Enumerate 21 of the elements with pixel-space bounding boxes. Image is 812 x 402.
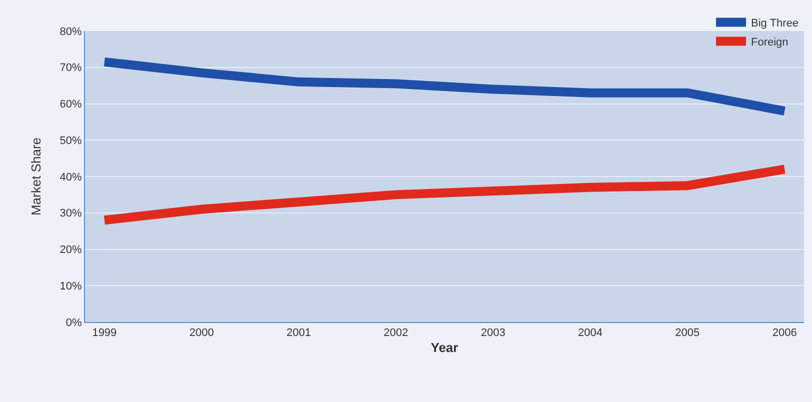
x-tick-label: 2002 [384,327,408,340]
y-tick-label: 80% [60,26,82,38]
y-tick-label: 10% [60,280,82,292]
x-tick-label: 2004 [578,327,602,340]
x-axis-title: Year [430,340,458,355]
legend-label: Foreign [751,36,788,49]
y-tick-label: 50% [60,134,82,147]
y-tick-label: 60% [60,98,82,111]
y-tick-label: 0% [66,316,82,329]
y-axis-title: Market Share [28,137,44,216]
y-tick-label: 70% [60,62,82,74]
x-tick-label: 2005 [675,327,700,340]
y-tick-label: 30% [60,208,82,220]
y-tick-label: 40% [60,171,82,184]
x-tick-label: 2003 [480,327,506,340]
y-tick-label: 20% [60,244,82,256]
x-tick-label: 2000 [189,327,214,340]
x-tick-label: 1999 [92,327,117,340]
legend-label: Big Three [751,18,798,30]
x-tick-label: 2006 [772,327,797,340]
x-tick-label: 2001 [286,327,311,340]
